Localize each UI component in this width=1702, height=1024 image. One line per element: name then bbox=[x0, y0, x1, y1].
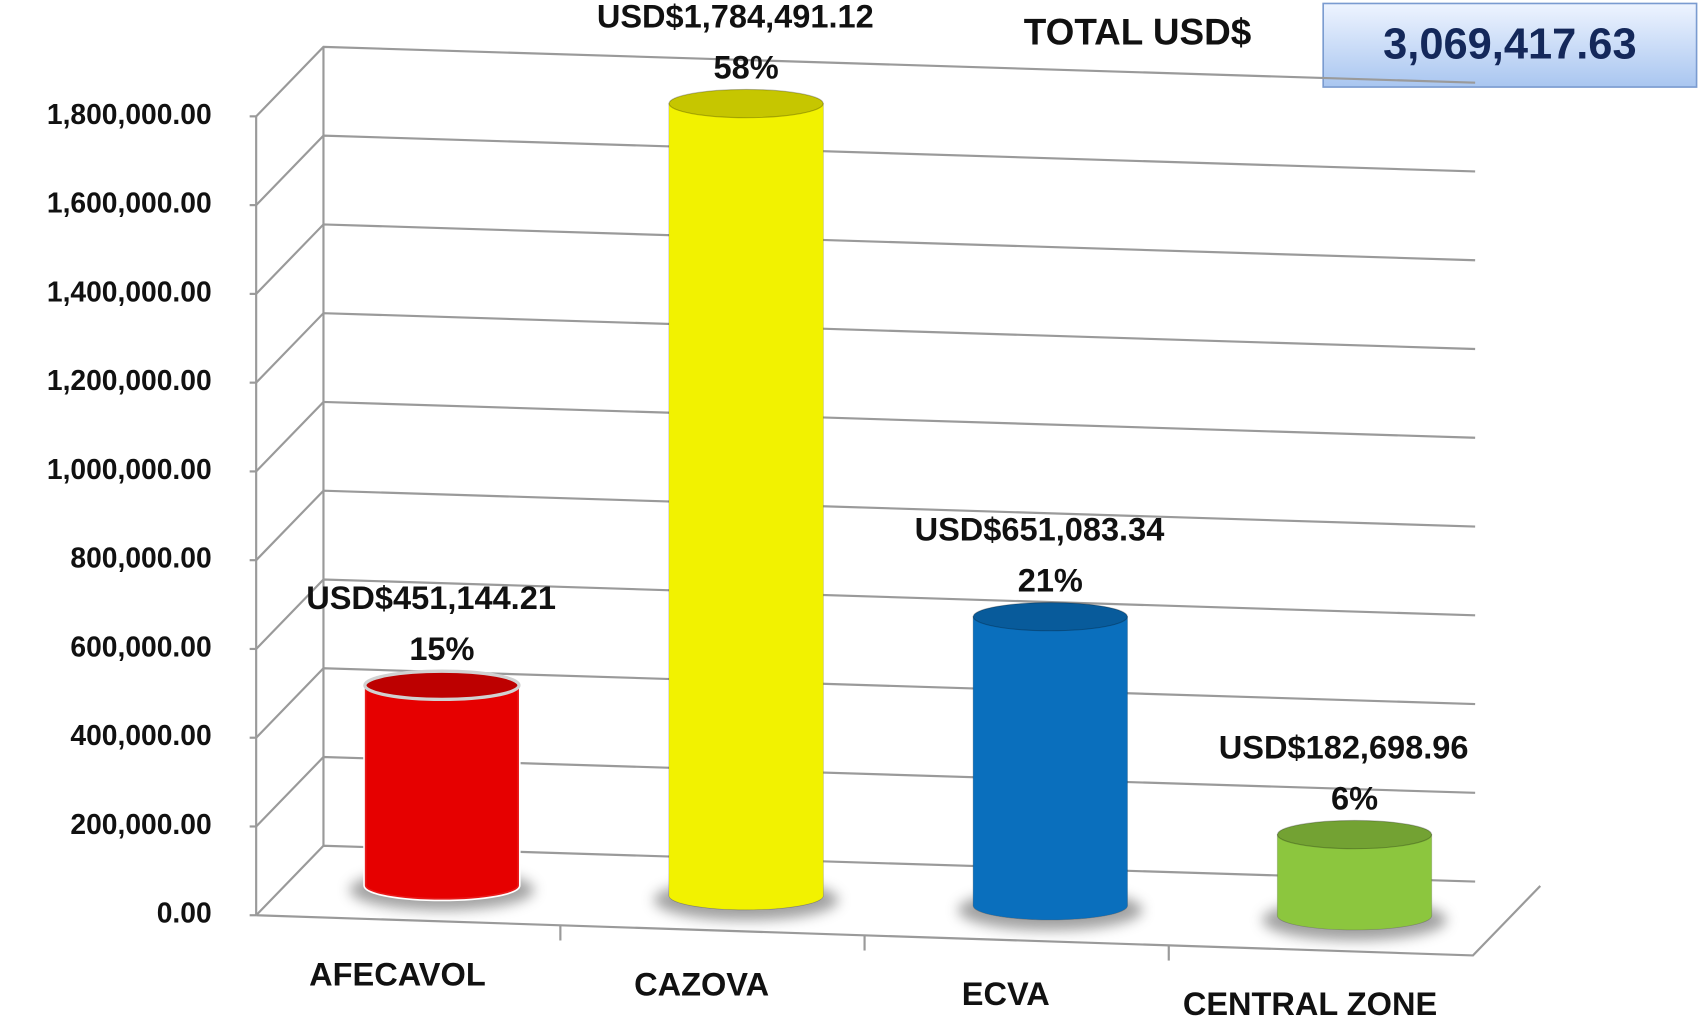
value-label: USD$451,144.21 bbox=[306, 580, 556, 616]
bar-top bbox=[363, 669, 521, 702]
percent-label: 6% bbox=[1331, 781, 1378, 817]
y-tick-label: 600,000.00 bbox=[70, 630, 211, 662]
bar-shade bbox=[973, 616, 1128, 920]
y-tick-label: 0.00 bbox=[157, 897, 212, 929]
grid-line bbox=[255, 223, 1476, 295]
y-tick-label: 200,000.00 bbox=[70, 808, 211, 840]
percent-label: 21% bbox=[1018, 563, 1083, 599]
x-tick-label: CAZOVA bbox=[634, 966, 769, 1002]
value-label: USD$651,083.34 bbox=[915, 512, 1165, 548]
grid-line bbox=[255, 45, 1476, 118]
percent-label: 15% bbox=[409, 631, 474, 667]
bar-shade bbox=[364, 685, 519, 900]
bar-shade bbox=[1277, 834, 1432, 930]
bar-top bbox=[1276, 819, 1433, 850]
bar-shade bbox=[669, 103, 824, 910]
grid-line bbox=[255, 489, 1476, 561]
y-tick-label: 1,000,000.00 bbox=[47, 453, 212, 485]
value-label: USD$182,698.96 bbox=[1219, 729, 1469, 765]
value-label: USD$1,784,491.12 bbox=[597, 0, 874, 34]
grid-line bbox=[255, 578, 1476, 650]
x-tick-label: CENTRAL ZONE bbox=[1183, 986, 1437, 1022]
total-label: TOTAL USD$ bbox=[1024, 12, 1252, 53]
grid-line bbox=[255, 312, 1476, 384]
x-tick-label: AFECAVOL bbox=[309, 957, 486, 993]
grid-line bbox=[255, 400, 1476, 473]
percent-label: 58% bbox=[714, 50, 779, 86]
y-tick-label: 1,400,000.00 bbox=[47, 275, 212, 307]
y-tick-label: 400,000.00 bbox=[70, 719, 211, 751]
floor bbox=[256, 885, 1542, 957]
y-tick-label: 1,600,000.00 bbox=[47, 187, 212, 219]
total-box bbox=[1322, 2, 1698, 88]
total-value: 3,069,417.63 bbox=[1383, 20, 1636, 68]
bar-top bbox=[668, 88, 824, 119]
bar-top bbox=[972, 601, 1128, 632]
grid-line bbox=[255, 134, 1476, 206]
y-tick-label: 800,000.00 bbox=[70, 542, 211, 574]
y-tick-label: 1,200,000.00 bbox=[47, 364, 212, 396]
y-tick-label: 1,800,000.00 bbox=[47, 98, 212, 130]
x-tick-label: ECVA bbox=[962, 976, 1050, 1012]
